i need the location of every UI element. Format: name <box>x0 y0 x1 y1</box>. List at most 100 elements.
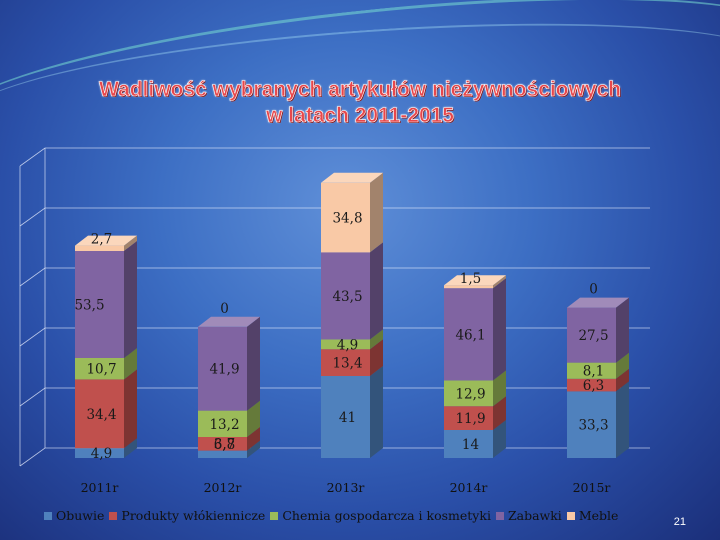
bar-2015r-chemia-side <box>616 352 629 379</box>
category-label-2012r: 2012r <box>204 480 242 495</box>
data-label-2013r-obuwie: 41 <box>339 410 356 426</box>
legend-swatch <box>44 511 52 520</box>
data-label-2014r-zabawki: 46,1 <box>455 327 485 343</box>
bar-2012r-zabawki-side <box>247 316 260 411</box>
data-label-2012r-produkty: 6,8 <box>214 437 235 453</box>
bar-2014r-obuwie-front <box>444 430 493 458</box>
bar-2013r-chemia-front <box>321 339 370 350</box>
chart-legend: Obuwie Produkty włókiennicze Chemia gospod… <box>44 508 618 523</box>
bar-2012r-produkty-side <box>247 427 260 451</box>
bar-2011r-chemia-front <box>75 358 124 380</box>
bar-2015r-obuwie-side <box>616 381 629 458</box>
bar-2014r-chemia-front <box>444 380 493 407</box>
bar-2013r-chemia-side <box>370 329 383 350</box>
data-label-2011r-chemia: 10,7 <box>86 362 116 378</box>
data-label-2013r-meble: 34,8 <box>332 211 362 227</box>
legend-item: Obuwie <box>44 508 104 523</box>
legend-label: Obuwie <box>56 508 105 523</box>
bar-2011r-meble-side <box>124 235 137 251</box>
bar-2015r-zabawki-front <box>567 307 616 363</box>
chart-title-line1: Wadliwość wybranych artykułów nieżywnośc… <box>98 78 622 102</box>
data-label-2013r-zabawki: 43,5 <box>332 289 362 305</box>
bar-2015r-top <box>567 297 629 308</box>
data-label-2013r-produkty: 13,4 <box>332 356 362 372</box>
legend-swatch <box>495 511 504 520</box>
data-label-2012r-meble: 0 <box>220 301 229 317</box>
bar-2015r-zabawki-side <box>616 297 629 363</box>
gridline-5 <box>19 147 650 167</box>
bar-2012r-chemia-side <box>247 400 260 437</box>
data-label-2011r-obuwie: 4,9 <box>91 446 112 462</box>
legend-item: Chemia gospodarcza i kosmetyki <box>270 508 491 523</box>
data-label-2012r-obuwie: 3,7 <box>214 437 235 453</box>
bar-2014r-obuwie-side <box>493 420 506 458</box>
data-label-2013r-chemia: 4,9 <box>337 337 358 353</box>
bar-2015r-chemia-front <box>567 362 616 379</box>
bar-2011r-produkty-front <box>75 379 124 449</box>
bar-2014r-produkty-side <box>493 396 506 430</box>
bar-2012r-top <box>198 316 260 327</box>
bar-2011r-zabawki-front <box>75 251 124 358</box>
legend-swatch <box>109 511 118 520</box>
legend-label: Zabawki <box>507 508 562 523</box>
data-label-2015r-zabawki: 27,5 <box>578 328 608 344</box>
bar-2014r-produkty-front <box>444 406 493 430</box>
bar-2015r-produkty-side <box>616 368 629 392</box>
page-number: 21 <box>673 516 686 528</box>
data-label-2014r-meble: 1,5 <box>460 271 481 287</box>
category-label-2011r: 2011r <box>81 480 119 495</box>
bar-2014r-zabawki-front <box>444 288 493 381</box>
bar-2013r-meble-front <box>321 182 370 253</box>
category-label-2014r: 2014r <box>450 480 488 495</box>
legend-label: Meble <box>578 508 619 523</box>
data-label-2011r-meble: 2,7 <box>91 232 112 248</box>
legend-item: Meble <box>566 508 619 523</box>
bar-2012r-obuwie-front <box>198 450 247 458</box>
chart-title-line2: w latach 2011-2015 <box>266 104 455 128</box>
bar-2014r-meble-side <box>493 275 506 289</box>
bar-2014r-zabawki-side <box>493 278 506 381</box>
bar-2015r-produkty-front <box>567 378 616 392</box>
bar-2011r-chemia-side <box>124 348 137 380</box>
data-label-2015r-meble: 0 <box>589 282 598 298</box>
legend-item: Produkty włókiennicze <box>109 508 265 523</box>
bar-2014r-meble-front <box>444 285 493 289</box>
bar-2011r-produkty-side <box>124 369 137 449</box>
bar-2013r-produkty-front <box>321 349 370 376</box>
bar-2013r-produkty-side <box>370 339 383 376</box>
data-label-2012r-chemia: 13,2 <box>209 417 239 433</box>
bar-2014r-top <box>444 275 506 286</box>
bar-2014r-chemia-side <box>493 370 506 407</box>
bar-2013r-obuwie-side <box>370 366 383 458</box>
bar-2011r-obuwie-side <box>124 438 137 458</box>
bar-2015r-obuwie-front <box>567 391 616 458</box>
bar-2011r-zabawki-side <box>124 241 137 358</box>
bar-2011r-obuwie-front <box>75 448 124 458</box>
data-label-2015r-obuwie: 33,3 <box>578 418 608 434</box>
data-label-2015r-produkty: 6,3 <box>583 378 604 394</box>
bar-2013r-meble-side <box>370 172 383 253</box>
bar-2012r-obuwie-side <box>247 440 260 458</box>
data-label-2011r-produkty: 34,4 <box>86 407 116 423</box>
data-label-2015r-chemia: 8,1 <box>583 364 604 380</box>
bar-2013r-top <box>321 172 383 183</box>
bar-2013r-zabawki-front <box>321 252 370 340</box>
bar-2011r-top <box>75 235 137 246</box>
bar-2012r-chemia-front <box>198 410 247 437</box>
bar-2013r-obuwie-front <box>321 376 370 458</box>
bar-2012r-produkty-front <box>198 437 247 451</box>
legend-swatch <box>270 511 279 520</box>
category-label-2015r: 2015r <box>573 480 611 495</box>
legend-swatch <box>566 511 575 520</box>
category-label-2013r: 2013r <box>327 480 365 495</box>
data-label-2014r-chemia: 12,9 <box>455 386 485 402</box>
data-label-2014r-produkty: 11,9 <box>455 411 485 427</box>
legend-label: Chemia gospodarcza i kosmetyki <box>282 508 491 523</box>
data-label-2014r-obuwie: 14 <box>462 437 479 453</box>
data-label-2012r-zabawki: 41,9 <box>209 362 239 378</box>
legend-item: Zabawki <box>495 508 562 523</box>
bar-2011r-meble-front <box>75 245 124 251</box>
bar-2012r-zabawki-front <box>198 326 247 411</box>
legend-label: Produkty włókiennicze <box>121 508 266 523</box>
